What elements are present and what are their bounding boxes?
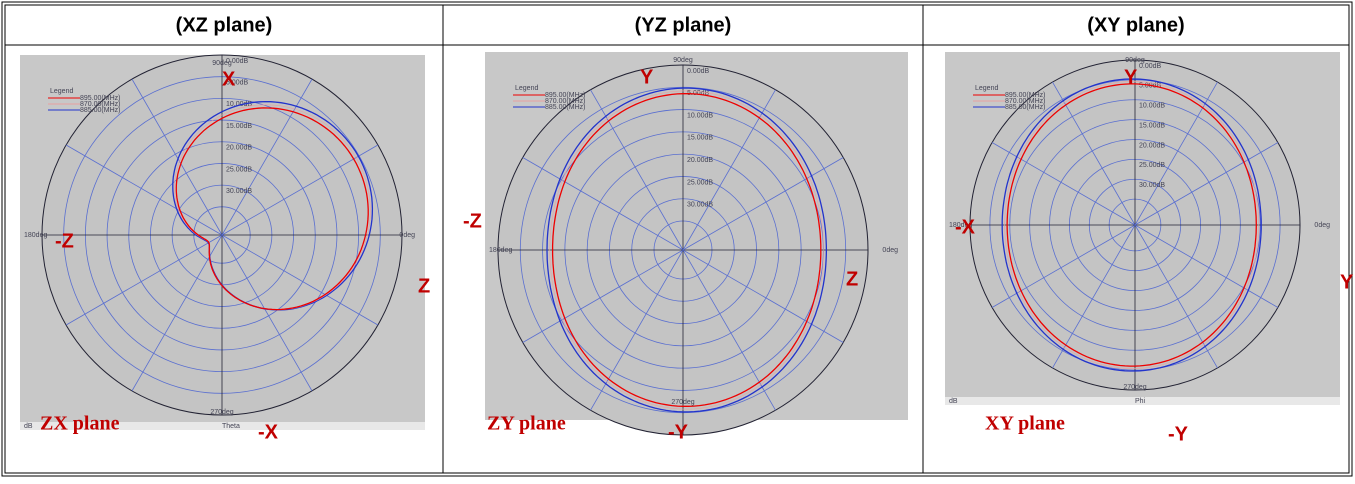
spoke bbox=[1052, 81, 1136, 226]
axis-annotation: -X bbox=[258, 421, 279, 443]
ring-label: 15.00dB bbox=[1139, 122, 1165, 129]
ring-label: 5.00dB bbox=[687, 90, 710, 97]
spoke bbox=[65, 234, 223, 326]
angle-label: 90deg bbox=[673, 57, 693, 64]
axis-annotation: Z bbox=[418, 275, 430, 297]
spoke bbox=[1134, 224, 1279, 308]
axis-annotation: Z bbox=[846, 268, 858, 290]
column-header: (YZ plane) bbox=[635, 14, 732, 36]
angle-label: 180deg bbox=[489, 247, 512, 254]
spoke bbox=[522, 249, 684, 343]
ring-label: 25.00dB bbox=[1139, 162, 1165, 169]
legend-item: 895.00(MHz) bbox=[1005, 92, 1045, 99]
pattern-curve bbox=[1006, 83, 1257, 367]
plane-caption: XY plane bbox=[985, 413, 1065, 435]
axis-annotation: Y bbox=[640, 66, 654, 88]
pattern-curve bbox=[546, 87, 828, 413]
angle-label: 90deg bbox=[1125, 57, 1145, 64]
ring-label: 5.00dB bbox=[226, 80, 249, 87]
legend-title: Legend bbox=[975, 85, 998, 92]
spoke bbox=[131, 234, 223, 392]
ring-label: 15.00dB bbox=[226, 123, 252, 130]
spoke bbox=[682, 89, 776, 251]
spoke bbox=[65, 144, 223, 236]
ring-label: 20.00dB bbox=[1139, 142, 1165, 149]
ring-label: 30.00dB bbox=[1139, 182, 1165, 189]
ring-label: 15.00dB bbox=[687, 135, 713, 142]
spoke bbox=[221, 234, 313, 392]
ring-label: 30.00dB bbox=[687, 202, 713, 209]
plot-footer-text: Theta bbox=[222, 423, 240, 430]
ring-label: 10.00dB bbox=[1139, 103, 1165, 110]
spoke bbox=[221, 78, 313, 236]
spoke bbox=[221, 234, 379, 326]
axis-annotation: X bbox=[222, 68, 236, 90]
spoke bbox=[221, 144, 379, 236]
spoke bbox=[991, 142, 1136, 226]
axis-annotation: -X bbox=[955, 216, 976, 238]
plane-caption: ZX plane bbox=[40, 413, 120, 435]
column-header: (XZ plane) bbox=[176, 14, 273, 36]
spoke bbox=[682, 249, 844, 343]
spoke bbox=[991, 224, 1136, 308]
ring-label: 20.00dB bbox=[226, 145, 252, 152]
ring-label: 10.00dB bbox=[687, 112, 713, 119]
axis-annotation: -Z bbox=[463, 210, 482, 232]
ring-label: 20.00dB bbox=[687, 157, 713, 164]
angle-label: 180deg bbox=[24, 232, 47, 239]
pattern-curve bbox=[1001, 78, 1262, 372]
plane-caption: ZY plane bbox=[487, 413, 566, 435]
ring-label: 30.00dB bbox=[226, 188, 252, 195]
column-header: (XY plane) bbox=[1087, 14, 1184, 36]
table-border-inner bbox=[4, 4, 1350, 474]
ring-label: 25.00dB bbox=[687, 179, 713, 186]
legend-item: 870.00(MHz) bbox=[1005, 98, 1045, 105]
legend-item: 885.00(MHz) bbox=[545, 104, 585, 111]
plot-footer-bar bbox=[945, 397, 1340, 405]
plot-footer-text: dB bbox=[24, 423, 33, 430]
legend-item: 885.00(MHz) bbox=[80, 107, 120, 114]
spoke bbox=[1134, 142, 1279, 226]
pattern-curve bbox=[549, 90, 824, 410]
angle-label: 180deg bbox=[949, 222, 972, 229]
axis-annotation: Y bbox=[1124, 66, 1138, 88]
legend-item: 870.00(MHz) bbox=[80, 101, 120, 108]
pattern-curve bbox=[175, 107, 369, 311]
spoke bbox=[682, 249, 776, 411]
angle-label: 270deg bbox=[1123, 384, 1146, 391]
ring-label: 0.00dB bbox=[1139, 63, 1162, 70]
angle-label: 0deg bbox=[399, 232, 415, 239]
ring-label: 25.00dB bbox=[226, 166, 252, 173]
spoke bbox=[131, 78, 223, 236]
axis-annotation: -Y bbox=[668, 421, 689, 443]
angle-label: 0deg bbox=[1314, 222, 1330, 229]
legend-item: 895.00(MHz) bbox=[80, 95, 120, 102]
legend-item: 895.00(MHz) bbox=[545, 92, 585, 99]
spoke bbox=[682, 157, 844, 251]
pattern-curve bbox=[551, 93, 822, 407]
ring-label: 5.00dB bbox=[1139, 83, 1162, 90]
ring-label: 0.00dB bbox=[687, 68, 710, 75]
spoke bbox=[522, 157, 684, 251]
ring-label: 0.00dB bbox=[226, 58, 249, 65]
legend-item: 870.00(MHz) bbox=[545, 98, 585, 105]
pattern-curve bbox=[1004, 81, 1260, 369]
legend-title: Legend bbox=[50, 88, 73, 95]
axis-annotation: -Y bbox=[1168, 423, 1189, 445]
plot-footer-text: Phi bbox=[1135, 398, 1146, 405]
legend-item: 885.00(MHz) bbox=[1005, 104, 1045, 111]
axis-annotation: -Z bbox=[55, 230, 74, 252]
plot-footer-bar bbox=[20, 422, 425, 430]
angle-label: 270deg bbox=[210, 409, 233, 416]
legend-title: Legend bbox=[515, 85, 538, 92]
angle-label: 0deg bbox=[882, 247, 898, 254]
axis-annotation: Y bbox=[1340, 271, 1354, 293]
spoke bbox=[1052, 224, 1136, 369]
angle-label: 90deg bbox=[212, 60, 232, 67]
plot-footer-text: dB bbox=[949, 398, 958, 405]
angle-label: 270deg bbox=[671, 399, 694, 406]
